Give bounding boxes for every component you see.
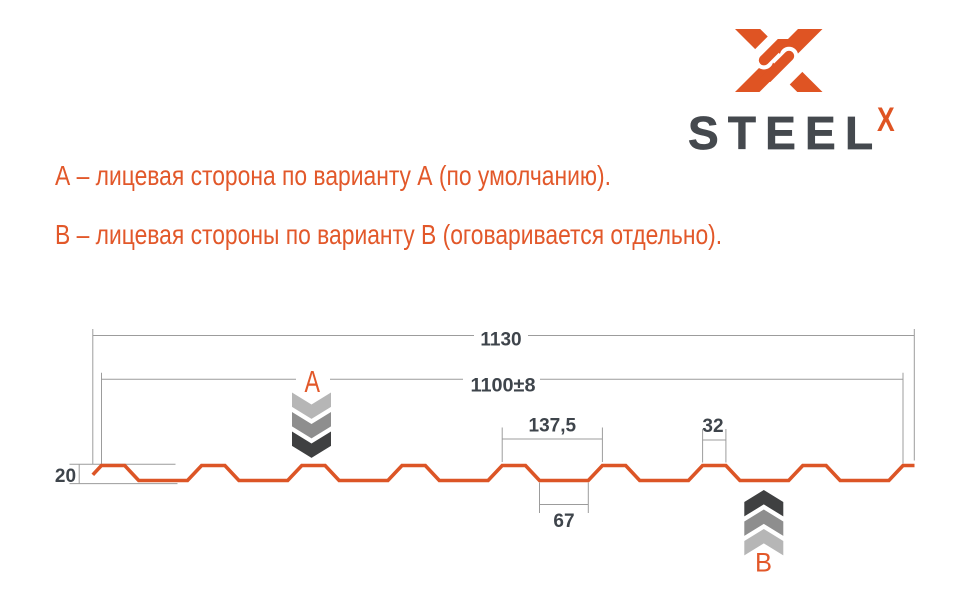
svg-text:32: 32 (702, 416, 723, 437)
svg-text:20: 20 (55, 466, 76, 487)
svg-text:1130: 1130 (480, 330, 521, 351)
svg-text:А: А (305, 365, 321, 399)
svg-text:1100±8: 1100±8 (471, 376, 536, 397)
svg-text:137,5: 137,5 (529, 416, 577, 437)
svg-text:В: В (755, 548, 772, 578)
svg-text:67: 67 (553, 511, 574, 532)
